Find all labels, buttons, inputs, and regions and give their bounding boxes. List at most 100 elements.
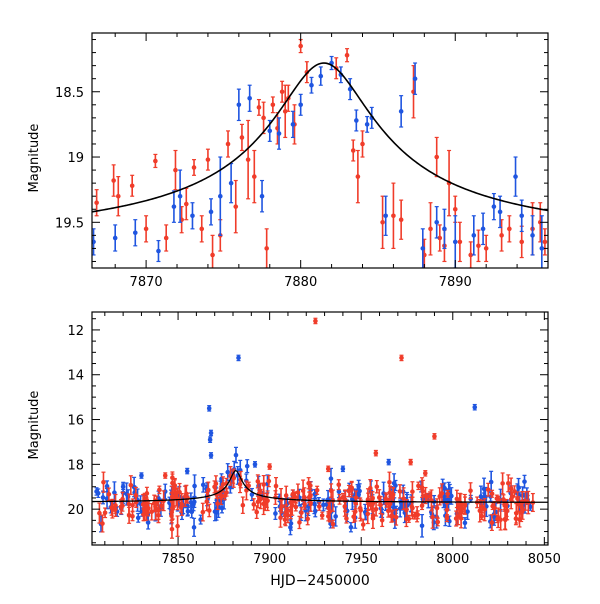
blue-outlier-point [340, 465, 346, 473]
red-data-point [101, 471, 106, 493]
red-data-point [261, 475, 267, 494]
red-data-point [346, 484, 352, 498]
red-data-point [278, 507, 283, 528]
x-tick-label: 8050 [528, 552, 561, 567]
red-data-point [293, 502, 299, 512]
red-data-point [352, 501, 358, 522]
blue-data-point [364, 115, 370, 133]
red-data-point [251, 498, 257, 511]
blue-data-point [191, 517, 197, 537]
top-panel: 7870 7880 7890 18.5 19 19.5 Magnitude [27, 32, 549, 290]
red-data-point [498, 508, 503, 531]
red-data-point [414, 506, 420, 523]
red-data-point [143, 215, 149, 243]
red-data-point [169, 500, 175, 524]
y-tick-label: 12 [67, 324, 84, 339]
red-outlier-point [373, 449, 379, 457]
red-data-point [489, 489, 495, 498]
bottom-frame [91, 311, 549, 546]
blue-data-point [192, 474, 197, 498]
blue-data-point [200, 476, 206, 493]
red-data-point [489, 514, 495, 531]
red-data-point [365, 488, 371, 511]
red-data-point [374, 479, 380, 494]
blue-data-point [198, 514, 203, 525]
blue-data-point [471, 215, 477, 256]
blue-data-point [177, 169, 183, 223]
blue-data-point [480, 212, 486, 246]
red-data-point [279, 80, 285, 103]
red-data-point [370, 507, 376, 529]
red-data-point [254, 505, 260, 519]
blue-outlier-point [184, 467, 190, 475]
blue-data-point [191, 497, 196, 512]
red-data-point [302, 487, 307, 508]
y-tick-label: 19.5 [55, 216, 84, 231]
red-outlier-point [325, 465, 331, 473]
red-data-point [391, 182, 396, 250]
red-data-point [102, 507, 108, 519]
red-data-point [342, 496, 348, 517]
red-outlier-point [162, 472, 168, 479]
red-data-point [163, 224, 169, 252]
red-data-point [358, 499, 363, 522]
blue-data-point [383, 195, 388, 236]
blue-outlier-point [472, 403, 478, 411]
red-data-point [218, 489, 224, 506]
red-data-point [153, 153, 158, 169]
blue-data-point [397, 499, 403, 518]
y-tick-label: 18.5 [55, 86, 84, 101]
red-data-point [173, 149, 178, 191]
red-data-point [330, 519, 336, 529]
top-y-axis-label: Magnitude [27, 124, 42, 193]
blue-data-point [259, 179, 265, 213]
blue-data-point [244, 459, 250, 474]
blue-outlier-point [208, 452, 214, 459]
red-data-point [398, 199, 404, 240]
red-data-point [430, 505, 435, 529]
red-data-point [191, 159, 197, 176]
bottom-y-axis-label: Magnitude [27, 391, 42, 460]
red-data-point [344, 513, 349, 524]
blue-data-point [212, 502, 218, 522]
red-data-point [157, 485, 162, 495]
red-outlier-point [408, 458, 413, 466]
red-data-point [445, 489, 451, 498]
model-curve [92, 469, 548, 503]
red-data-point [306, 477, 311, 490]
red-data-point [264, 228, 269, 268]
blue-data-point [132, 219, 138, 247]
y-tick-label: 18 [67, 458, 84, 473]
red-data-point [424, 492, 430, 502]
blue-data-point [236, 88, 242, 122]
blue-data-point [348, 522, 354, 533]
y-tick-label: 16 [67, 414, 84, 429]
blue-data-point [420, 228, 426, 268]
blue-outlier-point [139, 472, 144, 479]
x-tick-label: 7850 [162, 552, 195, 567]
red-data-point [515, 496, 521, 512]
blue-data-point [247, 84, 252, 112]
red-data-point [206, 503, 212, 518]
red-data-point [457, 492, 462, 516]
red-data-point [393, 508, 399, 526]
red-data-point [305, 512, 310, 526]
red-data-point [270, 96, 276, 114]
bottom-x-axis-label: HJD−2450000 [270, 573, 370, 589]
x-tick-label: 7880 [284, 275, 317, 290]
blue-data-point [112, 224, 118, 252]
red-data-point [328, 483, 334, 499]
red-data-point [446, 149, 452, 217]
red-data-point [349, 480, 354, 495]
red-data-point [404, 510, 409, 528]
blue-data-point [318, 66, 324, 86]
red-data-point [336, 479, 342, 491]
blue-data-point [442, 208, 447, 250]
red-data-point [97, 502, 102, 524]
red-data-point [477, 498, 483, 523]
x-tick-label: 7950 [345, 552, 378, 567]
red-data-point [512, 485, 517, 498]
blue-outlier-point [386, 458, 391, 466]
